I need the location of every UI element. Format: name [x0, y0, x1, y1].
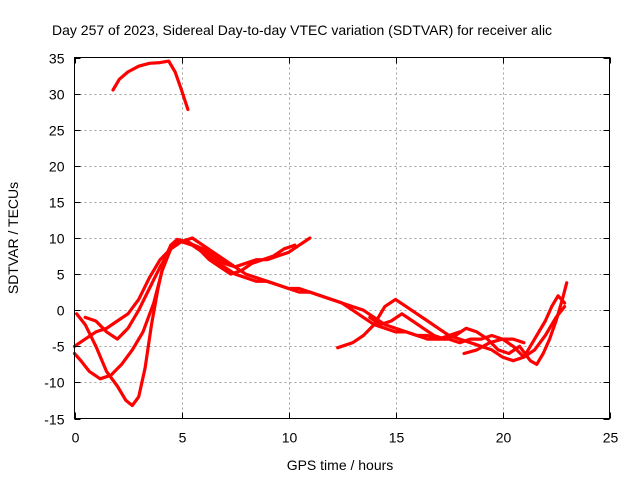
y-tick-label--10: -10 [44, 375, 64, 391]
y-tick-label--15: -15 [44, 412, 64, 428]
y-tick-label-5: 5 [57, 267, 65, 283]
chart-title: Day 257 of 2023, Sidereal Day-to-day VTE… [52, 22, 552, 38]
x-axis-title: GPS time / hours [287, 457, 394, 473]
y-tick-label-10: 10 [49, 231, 65, 247]
y-tick-label-15: 15 [49, 195, 65, 211]
y-tick-label--5: -5 [52, 339, 65, 355]
x-tick-label-15: 15 [389, 430, 405, 446]
y-tick-label-25: 25 [49, 123, 65, 139]
y-tick-label-20: 20 [49, 159, 65, 175]
x-tick-label-25: 25 [603, 430, 619, 446]
series-line-arc-7 [368, 281, 569, 366]
y-tick-label-0: 0 [57, 303, 65, 319]
x-tick-label-20: 20 [496, 430, 512, 446]
y-tick-label-30: 30 [49, 87, 65, 103]
data-series [72, 59, 569, 408]
series-line-arc-5 [83, 236, 526, 345]
series-line-arc-8 [462, 294, 567, 359]
x-tick-label-10: 10 [282, 430, 298, 446]
y-axis-title: SDTVAR / TECUs [5, 182, 21, 294]
series-line-arc-6 [336, 297, 567, 363]
series-line-arc-2 [74, 236, 312, 408]
series-line-arc-1 [111, 59, 190, 112]
axis-ticks [74, 57, 611, 420]
grid-lines [74, 57, 610, 419]
x-tick-label-5: 5 [179, 430, 187, 446]
x-tick-label-0: 0 [72, 430, 80, 446]
y-tick-labels: -15 -10 -5 0 5 10 15 20 25 30 35 [44, 51, 64, 428]
y-tick-label-35: 35 [49, 51, 65, 67]
x-tick-labels: 0 5 10 15 20 25 [72, 430, 619, 446]
